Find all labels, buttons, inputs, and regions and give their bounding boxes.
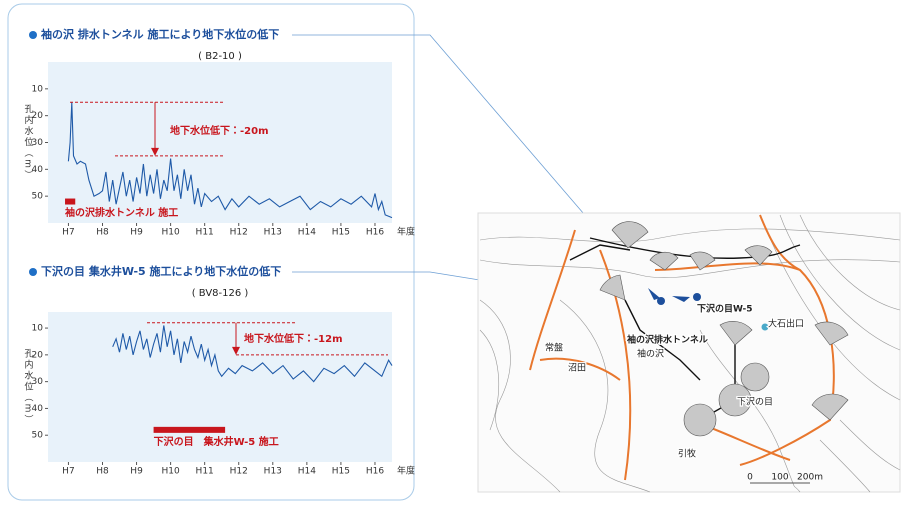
x-tick-label: H13 <box>264 228 282 238</box>
construction-bar <box>153 426 226 433</box>
x-axis-label: 年度 <box>397 226 415 238</box>
scale-label: 200m <box>797 473 823 483</box>
x-tick-label: H9 <box>130 467 143 477</box>
construction-bar <box>65 198 76 205</box>
connector <box>292 34 597 229</box>
x-tick-label: H12 <box>230 467 248 477</box>
construction-label: 袖の沢排水トンネル 施工 <box>64 206 178 219</box>
site-marker <box>693 293 701 301</box>
site-marker <box>657 297 665 305</box>
map-label: 袖の沢排水トンネル <box>626 334 708 346</box>
wells <box>599 221 849 437</box>
x-tick-label: H15 <box>332 228 350 238</box>
map-label: 常盤 <box>545 342 563 354</box>
y-tick-label: 20 <box>32 350 44 360</box>
x-axis-label: 年度 <box>397 465 415 477</box>
x-tick-label: H7 <box>62 228 75 238</box>
map-label: 引牧 <box>678 448 696 460</box>
y-axis-label: 孔内水位（m） <box>23 349 34 426</box>
map-label: 大石出口 <box>768 318 804 330</box>
site-marker <box>761 323 769 331</box>
y-axis-label: 孔内水位（m） <box>23 104 34 181</box>
x-tick-label: H11 <box>196 228 214 238</box>
x-tick-label: H8 <box>96 228 109 238</box>
markers <box>648 288 769 331</box>
plot-area <box>48 62 392 223</box>
plot-area <box>48 312 392 462</box>
map-label: 沼田 <box>568 363 586 374</box>
x-tick-label: H14 <box>298 467 316 477</box>
map-label: 下沢の目W-5 <box>697 303 753 315</box>
arrow <box>648 288 660 300</box>
y-tick-label: 30 <box>32 138 44 148</box>
y-tick-label: 30 <box>32 377 44 387</box>
x-tick-label: H15 <box>332 467 350 477</box>
scale-label: 100 <box>771 473 788 483</box>
x-tick-label: H16 <box>366 467 384 477</box>
chart-subtitle: ( BV8-126 ) <box>192 288 249 299</box>
connector <box>292 271 493 283</box>
arrow <box>672 296 690 302</box>
x-tick-label: H14 <box>298 228 316 238</box>
map-label: 袖の沢 <box>637 348 664 360</box>
drop-arrowhead <box>151 147 159 156</box>
map-frame <box>477 212 901 493</box>
y-tick-label: 20 <box>32 111 44 121</box>
x-tick-label: H11 <box>196 467 214 477</box>
y-tick-label: 10 <box>32 84 44 94</box>
construction-label: 下沢の目 集水井W-5 施工 <box>154 435 279 448</box>
title-bullet <box>29 31 37 39</box>
map-label: 下沢の目 <box>737 396 773 408</box>
data-line <box>112 325 393 383</box>
chart-title: 下沢の目 集水井W-5 施工により地下水位の低下 <box>41 264 281 278</box>
y-tick-label: 40 <box>32 404 44 414</box>
annotation-text: 地下水位低下：-12m <box>244 332 343 345</box>
x-tick-label: H7 <box>62 467 75 477</box>
y-tick-label: 50 <box>32 192 44 202</box>
chart-title: 袖の沢 排水トンネル 施工により地下水位の低下 <box>40 27 279 41</box>
x-tick-label: H9 <box>130 228 143 238</box>
x-tick-label: H13 <box>264 467 282 477</box>
chart-subtitle: ( B2-10 ) <box>198 51 242 62</box>
x-tick-label: H10 <box>161 228 179 238</box>
y-tick-label: 40 <box>32 165 44 175</box>
data-line <box>67 102 393 219</box>
scale-label: 0 <box>747 473 753 483</box>
x-tick-label: H8 <box>96 467 109 477</box>
x-tick-label: H12 <box>230 228 248 238</box>
title-bullet <box>29 268 37 276</box>
y-tick-label: 10 <box>32 324 44 334</box>
annotation-text: 地下水位低下：-20m <box>170 124 269 137</box>
drop-arrowhead <box>232 346 240 355</box>
x-tick-label: H16 <box>366 228 384 238</box>
x-tick-label: H10 <box>161 467 179 477</box>
y-tick-label: 50 <box>32 431 44 441</box>
